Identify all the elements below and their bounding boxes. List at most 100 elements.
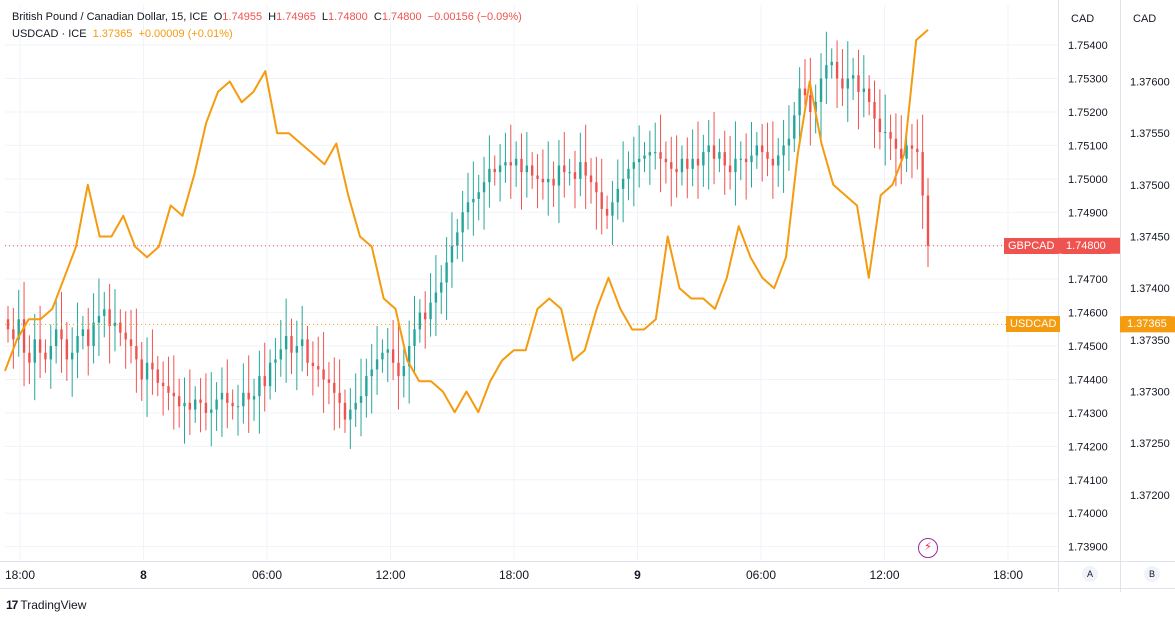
candle [188,369,192,435]
candle [514,141,518,187]
candle [525,132,529,198]
candle [135,308,138,393]
right-scale-button[interactable]: B [1144,566,1160,582]
candle [81,315,85,350]
candle-body [782,145,785,156]
candle-body [691,158,694,169]
candle [103,291,106,338]
candle-body [846,78,849,89]
candle [718,138,721,173]
candle-body [397,362,400,377]
candle-body [905,145,908,159]
candle-body [552,178,555,186]
candle [413,295,416,372]
candle-body [386,349,389,353]
candle-body [825,65,828,79]
left-axis-tick-label: 1.73900 [1068,542,1108,554]
candle-body [584,162,587,176]
candle [92,293,95,364]
main-series-legend[interactable]: British Pound / Canadian Dollar, 15, ICE… [12,11,525,23]
candle [418,299,422,343]
candle [760,124,764,182]
candle [167,356,170,411]
candle [584,124,587,209]
candle-body [424,312,427,320]
candle-body [370,369,373,377]
usdcad-price-label: USDCAD [1006,316,1061,333]
candle [258,350,261,434]
candle [429,273,432,337]
candle [194,386,197,423]
candle [338,359,341,429]
candle-body [87,329,90,347]
candle-body [33,339,36,363]
compare-series-legend[interactable]: USDCAD · ICE 1.37365 +0.00009 (+0.01%) [12,28,236,40]
candle [712,111,716,185]
candle-body [621,178,625,189]
right-scale-currency[interactable]: CAD [1133,13,1157,25]
lightning-icon[interactable]: ⚡ [918,538,938,558]
candle [124,311,127,369]
time-axis-tick-label: 12:00 [869,568,899,582]
candle-body [60,329,63,340]
candle-body [520,158,523,173]
candle-body [258,376,261,397]
candle [445,237,448,320]
candle-body [611,202,614,216]
candle-body [445,262,448,283]
candle [252,378,256,421]
candle [862,55,866,118]
left-scale-button[interactable]: A [1082,566,1098,582]
candle [354,373,357,427]
candle-body [514,158,518,166]
candle [857,49,860,130]
candle-body [766,152,769,159]
time-axis-tick-label: 18:00 [5,568,35,582]
candle-body [113,322,117,326]
tradingview-brand[interactable]: 17 TradingView [6,598,86,612]
candle-body [728,165,732,173]
candle [744,133,748,200]
main-series-title: British Pound / Canadian Dollar, 15, ICE [12,11,208,23]
candle [600,158,603,235]
candle-body [563,165,566,173]
candle-body [589,175,593,183]
candle-body [145,362,149,380]
candle-body [900,148,903,159]
candle-body [300,339,304,347]
candle-body [65,339,69,360]
candle [311,341,315,396]
left-axis-tick-label: 1.75100 [1068,140,1108,152]
candle-body [194,399,197,410]
left-axis-tick-label: 1.74200 [1068,441,1108,453]
candle [28,335,31,385]
right-axis-tick-label: 1.37500 [1130,180,1170,192]
candle-body [793,115,796,139]
time-axis-tick-label: 8 [140,568,147,582]
candle-body [349,409,352,420]
candle [424,291,427,349]
candle [841,49,844,106]
candle [375,325,379,395]
candle-body [172,392,176,397]
candle-body [916,148,919,153]
high-value: 1.74965 [276,11,316,23]
left-scale-currency[interactable]: CAD [1071,13,1095,25]
candle-body [851,75,855,79]
candle [12,307,15,369]
candle-body [12,329,15,340]
candle-body [333,382,336,393]
candle [359,358,363,437]
left-axis-tick-label: 1.74100 [1068,475,1108,487]
candle-body [440,282,443,293]
left-axis-tick-label: 1.74400 [1068,374,1108,386]
candle-body [600,192,603,209]
candle-body [44,352,47,360]
candle [49,324,52,389]
candle [6,305,10,343]
candle [391,319,395,381]
left-axis-tick-label: 1.74300 [1068,408,1108,420]
candle-body [124,332,127,340]
candle-body [391,349,395,363]
